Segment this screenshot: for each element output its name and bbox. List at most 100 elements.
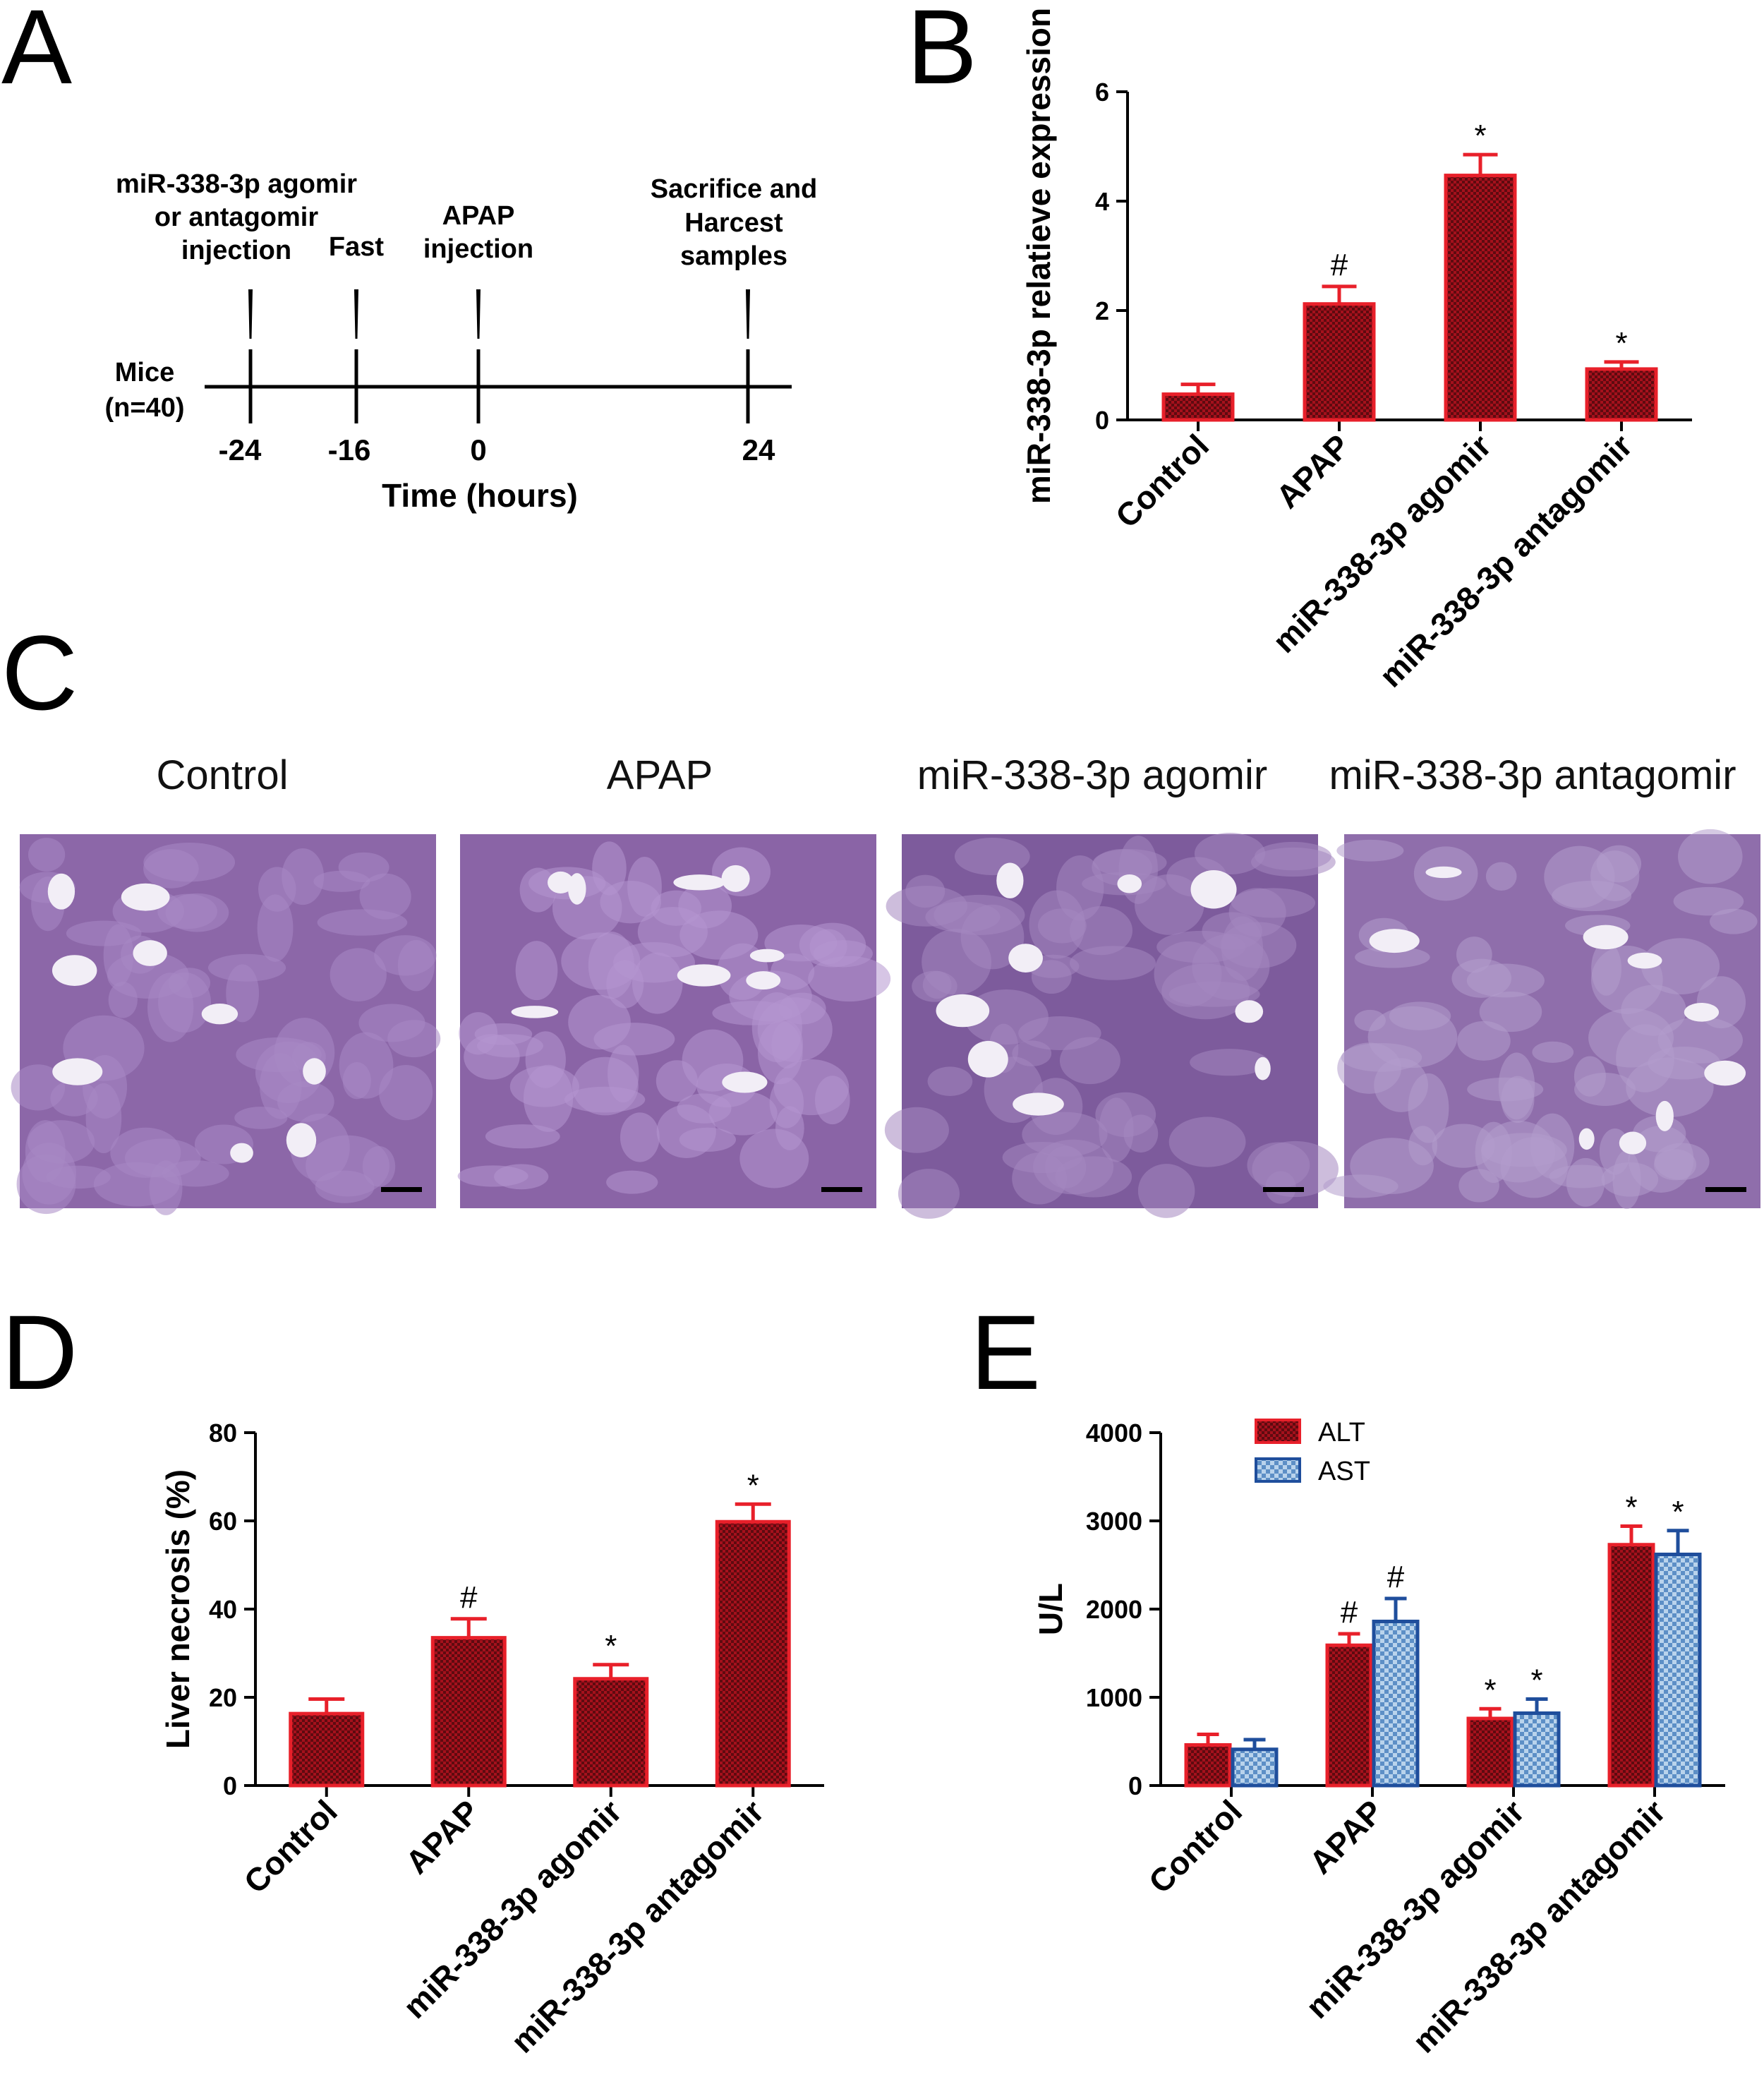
tissue-region [1590,850,1640,901]
tissue-region [1069,905,1133,956]
tissue-region [1336,839,1404,862]
tissue-region [1408,1073,1449,1143]
y-tick-label: 40 [209,1595,237,1624]
tissue-region [464,1034,520,1080]
tissue-region [1194,832,1266,875]
chart-e-alt-ast: 0 1000 2000 3000 4000 U/L Control APAP # # miR-338… [1032,1418,1725,2060]
tissue-region [1022,1112,1108,1157]
scale-bar [1705,1187,1746,1192]
histology-image [884,832,1339,1219]
tissue-region [1323,1174,1398,1198]
bar [1607,1543,1655,1788]
timeline-subject-label: Mice [115,358,174,387]
scale-bar [381,1187,422,1192]
vessel-lumen [1425,866,1462,879]
significance-label: * [1530,1663,1542,1698]
x-tick-label: miR-338-3p antagomir [1406,1793,1672,2059]
histology-image [11,834,441,1215]
panel-letter-e: E [970,1293,1041,1411]
y-axis-label: U/L [1032,1583,1069,1635]
tissue-region [494,1164,549,1190]
histology-label: miR-338-3p antagomir [1329,752,1736,798]
timeline-event-label: injection [423,234,533,264]
tissue-region [1466,963,1545,998]
tissue-region [28,1120,95,1164]
vessel-lumen [996,862,1024,898]
timeline-pointer [248,289,253,339]
tissue-region [1456,937,1492,973]
significance-label: * [1615,326,1627,361]
bar [573,1677,649,1788]
x-tick-label: APAP [1269,427,1357,515]
histology-panel: Control APAP miR-338-3p agomir miR-338-3p a… [11,752,1760,1219]
tissue-region [397,939,435,992]
tissue-region [143,849,199,889]
tissue-region [1254,841,1332,871]
timeline-event-label: or antagomir [155,203,318,232]
timeline-axis-label: Time (hours) [382,477,578,514]
tissue-region [1252,1140,1339,1198]
significance-label: * [605,1629,617,1663]
bar [1184,1743,1232,1788]
vessel-lumen [746,971,781,990]
x-tick-label: Control [1108,427,1216,534]
tissue-region [379,1064,433,1121]
timeline-tick-label: 0 [470,433,486,466]
vessel-lumen [303,1058,326,1085]
tissue-region [1678,829,1743,884]
tissue-region [1355,946,1430,968]
vessel-lumen [1190,870,1237,909]
bar [1231,1747,1279,1788]
tissue-region [1532,1041,1574,1063]
timeline-event-label: Fast [329,232,384,262]
tissue-region [606,960,644,1009]
tissue-region [277,1081,334,1122]
vessel-lumen [1013,1092,1064,1116]
tissue-region [1479,991,1542,1033]
y-axis-label: Liver necrosis (%) [159,1469,196,1749]
timeline-event-label: miR-338-3p agomir [116,169,357,199]
bar [1444,174,1517,422]
vessel-lumen [967,1040,1008,1078]
tissue-region [620,1112,660,1162]
panel-letter-c: C [1,613,78,732]
tissue-region [1154,941,1222,1007]
vessel-lumen [1117,874,1142,893]
y-tick-label: 4000 [1086,1419,1142,1447]
tissue-region [1092,849,1167,877]
tissue-region [1137,1164,1195,1218]
vessel-lumen [52,955,97,986]
tissue-region [1709,908,1758,934]
tissue-region [592,841,627,896]
tissue-region [1069,946,1156,980]
tissue-region [593,1023,675,1056]
significance-label: # [1331,248,1348,282]
tissue-region [651,890,702,926]
timeline-event-label: samples [680,241,787,271]
tissue-region [342,1062,371,1100]
significance-label: # [460,1580,478,1615]
significance-label: * [1474,119,1486,153]
tissue-region [338,852,389,882]
x-tick-label: APAP [1302,1793,1390,1881]
vessel-lumen [677,964,731,987]
tissue-region [1588,1008,1674,1068]
y-tick-label: 1000 [1086,1683,1142,1712]
chart-d-liver-necrosis: 0 20 40 60 80 Liver necrosis (%) Control APAP # m… [159,1419,824,2060]
panel-letter-a: A [1,0,72,106]
tissue-region [739,1128,809,1188]
vessel-lumen [47,873,75,910]
significance-label: # [1387,1560,1405,1594]
legend-label: AST [1318,1457,1370,1486]
timeline-pointer [354,289,358,339]
tissue-region [1457,1021,1511,1061]
legend-label: ALT [1318,1418,1365,1447]
tissue-region [1341,1042,1422,1072]
significance-label: * [1484,1673,1496,1707]
scale-bar [821,1187,862,1192]
vessel-lumen [201,1004,238,1025]
tissue-region [1654,1143,1710,1181]
tissue-region [1641,938,1720,995]
vessel-lumen [1619,1131,1647,1155]
